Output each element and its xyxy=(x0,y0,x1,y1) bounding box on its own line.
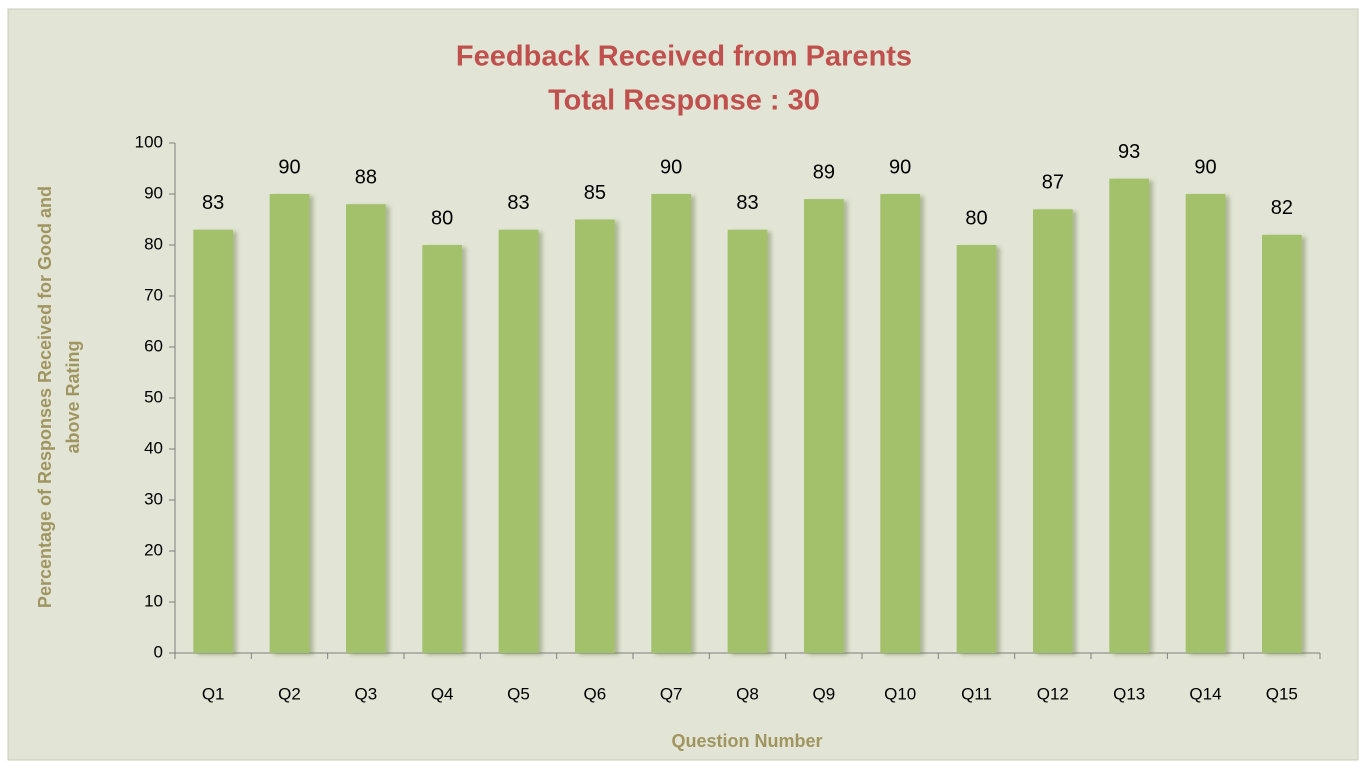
x-tick-label: Q13 xyxy=(1113,684,1145,703)
data-label: 80 xyxy=(431,207,453,229)
y-tick-label: 0 xyxy=(154,642,163,661)
data-label: 85 xyxy=(584,182,606,204)
bar xyxy=(880,194,921,653)
y-tick-label: 90 xyxy=(144,183,163,202)
bar xyxy=(193,229,234,653)
x-tick-label: Q5 xyxy=(507,684,530,703)
data-label: 83 xyxy=(736,192,758,214)
y-tick-label: 100 xyxy=(135,132,163,151)
data-label: 83 xyxy=(202,192,224,214)
chart-subtitle: Total Response : 30 xyxy=(548,85,820,117)
data-label: 90 xyxy=(660,156,682,178)
bar xyxy=(422,245,463,653)
x-tick-label: Q9 xyxy=(812,684,835,703)
data-label: 90 xyxy=(1194,156,1216,178)
bar xyxy=(803,199,844,653)
bar xyxy=(651,194,692,653)
bar xyxy=(1185,194,1226,653)
y-axis-title: Percentage of Responses Received for Goo… xyxy=(35,186,83,608)
x-tick-label: Q14 xyxy=(1189,684,1221,703)
data-label: 90 xyxy=(278,156,300,178)
x-tick-label: Q7 xyxy=(660,684,683,703)
data-label: 80 xyxy=(965,207,987,229)
y-axis-title-line: Percentage of Responses Received for Goo… xyxy=(35,186,55,608)
x-tick-label: Q10 xyxy=(884,684,916,703)
x-tick-label: Q3 xyxy=(354,684,377,703)
bar xyxy=(574,219,615,653)
x-axis-title: Question Number xyxy=(671,731,822,751)
bar xyxy=(727,229,768,653)
x-tick-label: Q15 xyxy=(1266,684,1298,703)
bar xyxy=(1109,178,1150,653)
data-label: 83 xyxy=(507,192,529,214)
y-axis-title-line: above Rating xyxy=(63,340,83,453)
bar xyxy=(1032,209,1073,654)
bar xyxy=(956,245,997,653)
bar xyxy=(345,204,386,653)
x-tick-label: Q6 xyxy=(583,684,606,703)
y-tick-label: 80 xyxy=(144,234,163,253)
data-label: 90 xyxy=(889,156,911,178)
x-tick-label: Q8 xyxy=(736,684,759,703)
y-tick-label: 50 xyxy=(144,387,163,406)
x-tick-label: Q2 xyxy=(278,684,301,703)
y-tick-label: 70 xyxy=(144,285,163,304)
bar xyxy=(1261,234,1302,654)
x-tick-label: Q12 xyxy=(1037,684,1069,703)
chart-title: Feedback Received from Parents xyxy=(456,41,912,73)
data-label: 87 xyxy=(1042,172,1064,194)
data-label: 88 xyxy=(355,166,377,188)
y-tick-label: 60 xyxy=(144,336,163,355)
data-label: 82 xyxy=(1271,197,1293,219)
x-tick-label: Q11 xyxy=(961,684,992,703)
bar xyxy=(269,194,310,653)
x-tick-label: Q1 xyxy=(202,684,225,703)
y-tick-label: 40 xyxy=(144,438,163,457)
y-tick-label: 20 xyxy=(144,540,163,559)
bar xyxy=(498,229,539,653)
x-tick-label: Q4 xyxy=(431,684,454,703)
data-label: 89 xyxy=(813,161,835,183)
y-tick-label: 10 xyxy=(144,591,163,610)
y-tick-label: 30 xyxy=(144,489,163,508)
data-label: 93 xyxy=(1118,141,1140,163)
